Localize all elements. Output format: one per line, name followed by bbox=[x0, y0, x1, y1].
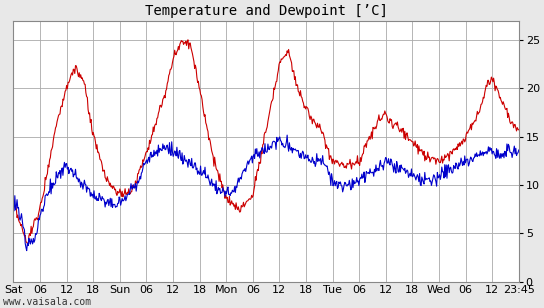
Title: Temperature and Dewpoint [ʼC]: Temperature and Dewpoint [ʼC] bbox=[145, 4, 387, 18]
Text: www.vaisala.com: www.vaisala.com bbox=[3, 297, 91, 307]
